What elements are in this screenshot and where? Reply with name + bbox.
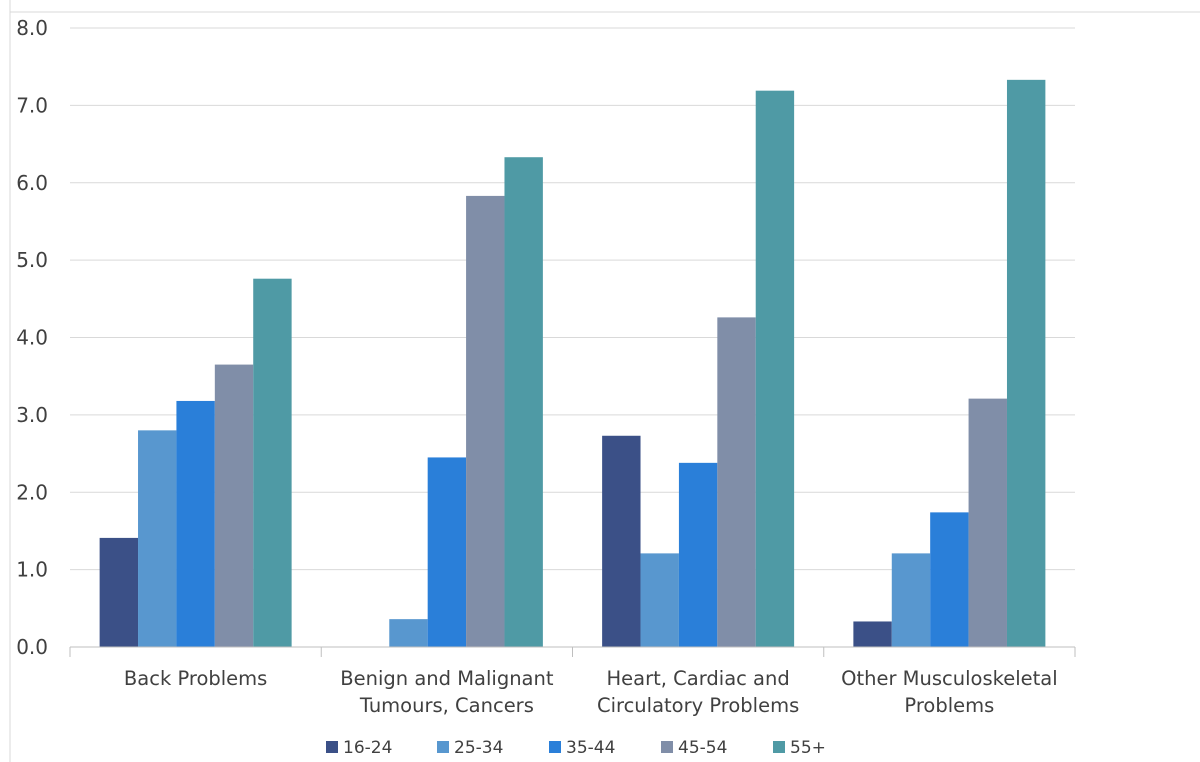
category-label: Back Problems bbox=[124, 667, 267, 690]
bar-25-34-0 bbox=[138, 430, 177, 647]
bar-16-24-2 bbox=[602, 435, 641, 647]
category-label: Benign and Malignant bbox=[340, 667, 554, 690]
y-tick-label: 6.0 bbox=[16, 171, 48, 195]
bar-35-44-3 bbox=[930, 512, 969, 647]
y-tick-label: 5.0 bbox=[16, 248, 48, 272]
y-tick-label: 0.0 bbox=[16, 635, 48, 659]
legend: 16-24 25-34 35-44 45-54 55+ bbox=[326, 738, 826, 758]
category-label: Other Musculoskeletal bbox=[841, 667, 1058, 690]
y-axis-ticks: 0.0 1.0 2.0 3.0 4.0 5.0 6.0 7.0 8.0 bbox=[16, 16, 48, 659]
bar-25-34-1 bbox=[389, 619, 428, 647]
legend-swatch-45-54 bbox=[661, 741, 673, 753]
bar-35-44-0 bbox=[176, 400, 215, 647]
bar-35-44-1 bbox=[427, 457, 467, 647]
y-tick-label: 4.0 bbox=[16, 326, 48, 350]
y-tick-label: 1.0 bbox=[16, 558, 48, 582]
bars bbox=[99, 79, 1046, 647]
y-tick-label: 8.0 bbox=[16, 16, 48, 40]
legend-label: 16-24 bbox=[343, 738, 392, 758]
bar-55+-1 bbox=[504, 157, 543, 647]
bar-45-54-0 bbox=[214, 364, 254, 647]
chart-frame bbox=[9, 0, 1200, 762]
bar-55+-2 bbox=[755, 90, 795, 647]
y-tick-label: 7.0 bbox=[16, 93, 48, 117]
bar-55+-3 bbox=[1006, 79, 1046, 647]
category-label: Tumours, Cancers bbox=[359, 694, 534, 717]
legend-swatch-55+ bbox=[773, 741, 785, 753]
bar-45-54-3 bbox=[968, 398, 1007, 647]
legend-label: 45-54 bbox=[678, 738, 727, 758]
legend-swatch-35-44 bbox=[549, 741, 561, 753]
bar-45-54-2 bbox=[717, 317, 756, 647]
legend-swatch-16-24 bbox=[326, 741, 338, 753]
legend-label: 25-34 bbox=[454, 738, 503, 758]
bar-25-34-2 bbox=[640, 553, 679, 647]
category-label: Heart, Cardiac and bbox=[606, 667, 789, 690]
bar-25-34-3 bbox=[891, 553, 931, 647]
bar-16-24-3 bbox=[853, 621, 892, 647]
bar-35-44-2 bbox=[678, 462, 718, 647]
x-axis: Back Problems Benign and Malignant Tumours… bbox=[69, 646, 1076, 717]
category-label: Problems bbox=[904, 694, 994, 717]
category-label: Circulatory Problems bbox=[597, 694, 799, 717]
y-tick-label: 3.0 bbox=[16, 403, 48, 427]
legend-label: 35-44 bbox=[566, 738, 615, 758]
bar-45-54-1 bbox=[466, 195, 505, 647]
legend-label: 55+ bbox=[790, 738, 826, 758]
bar-16-24-0 bbox=[99, 537, 139, 647]
bar-55+-0 bbox=[253, 278, 292, 647]
legend-swatch-25-34 bbox=[437, 741, 449, 753]
y-tick-label: 2.0 bbox=[16, 480, 48, 504]
